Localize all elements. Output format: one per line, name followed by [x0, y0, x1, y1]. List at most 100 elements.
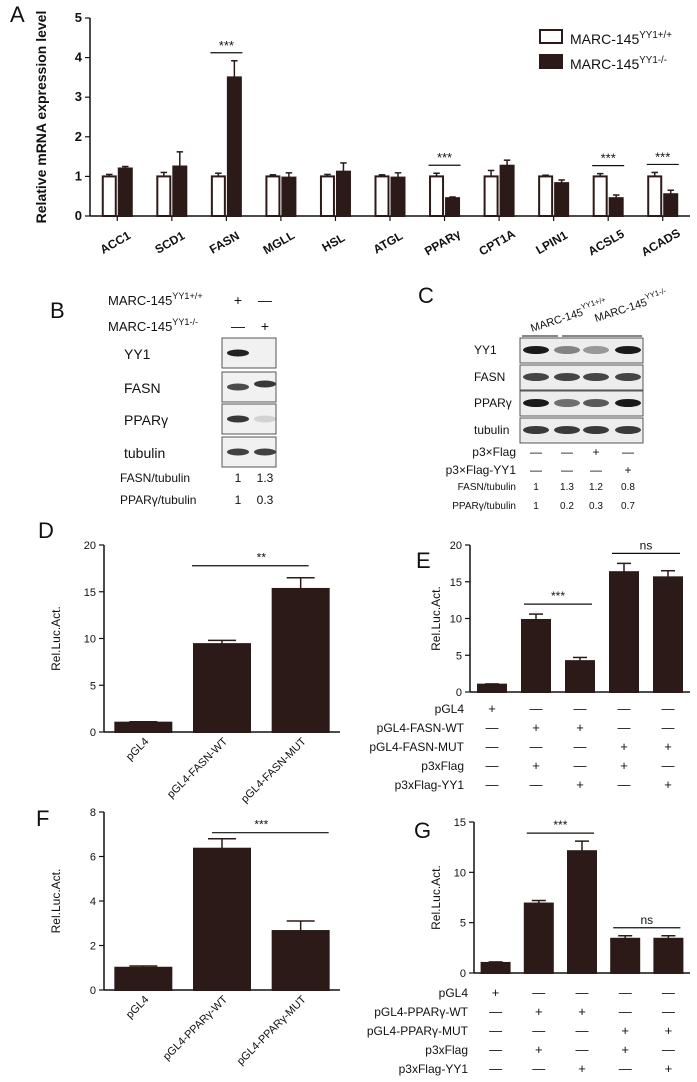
bar-A: [483, 175, 499, 217]
blot-c-row-label: p3×Flag: [472, 445, 516, 459]
blot-c-band: [583, 399, 609, 407]
matrix-mark-G: +: [621, 1042, 629, 1057]
blot-c-band: [583, 426, 609, 434]
matrix-row-label-E: p3xFlag: [421, 759, 464, 773]
blot-c-ratio-label: FASN/tubulin: [458, 482, 516, 493]
matrix-mark-G: —: [532, 1061, 545, 1076]
y-tick-label-A: 5: [75, 10, 82, 25]
y-tick-label-F: 0: [90, 985, 96, 997]
blot-b-ratio-value: 1.3: [257, 471, 274, 485]
x-tick-label-A: ACC1: [98, 228, 134, 257]
matrix-mark-G: —: [532, 1023, 545, 1038]
blot-c-ratio-value: 0.7: [621, 501, 635, 512]
matrix-mark-E: —: [486, 720, 499, 735]
blot-c-ratio-value: 0.3: [589, 501, 603, 512]
matrix-mark-E: +: [620, 739, 628, 754]
blot-b-band-label: PPARγ: [124, 412, 168, 428]
blot-c-band-label: FASN: [474, 370, 505, 384]
y-tick-label-F: 8: [90, 807, 96, 819]
y-tick-label-A: 3: [75, 89, 82, 104]
bar-A: [538, 175, 554, 217]
blot-c-mark: —: [530, 463, 542, 477]
matrix-mark-E: +: [664, 739, 672, 754]
matrix-mark-G: —: [532, 985, 545, 1000]
blot-c-mark: —: [530, 445, 542, 459]
matrix-mark-G: +: [665, 1061, 673, 1076]
panel-label-D: D: [38, 518, 54, 543]
blot-b-band: [227, 349, 249, 357]
matrix-mark-G: —: [576, 1042, 589, 1057]
bar-E: [521, 618, 551, 693]
matrix-mark-G: +: [578, 1004, 586, 1019]
significance-label-E: ns: [640, 538, 653, 552]
bar-G: [480, 961, 511, 975]
bar-A: [101, 175, 117, 217]
matrix-mark-G: —: [489, 1061, 502, 1076]
blot-b-band: [227, 383, 249, 391]
matrix-mark-E: —: [530, 777, 543, 792]
matrix-mark-G: +: [535, 1004, 543, 1019]
matrix-mark-G: —: [489, 1004, 502, 1019]
blot-b-band: [227, 448, 249, 456]
significance-label-F: ***: [254, 818, 268, 832]
blot-b-band: [254, 380, 276, 388]
matrix-mark-E: —: [486, 758, 499, 773]
x-tick-label-A: FASN: [207, 228, 242, 256]
blot-c-mark: —: [561, 445, 573, 459]
matrix-mark-E: +: [576, 777, 584, 792]
x-tick-label-D: pGL4-FASN-MUT: [239, 735, 309, 805]
bar-A: [445, 197, 461, 217]
blot-c-mark: —: [622, 445, 634, 459]
x-tick-label-A: SCD1: [152, 228, 187, 256]
bar-A: [390, 176, 406, 217]
bar-A: [265, 175, 281, 217]
y-axis-label-D: Rel.Luc.Act.: [49, 606, 63, 671]
bar-A: [226, 76, 242, 218]
matrix-mark-G: —: [619, 1004, 632, 1019]
bar-A: [499, 164, 515, 217]
bar-E: [609, 571, 639, 694]
x-tick-label-A: MGLL: [261, 228, 297, 257]
blot-b-mark: +: [234, 292, 242, 308]
y-tick-label-A: 0: [75, 208, 82, 223]
matrix-mark-G: +: [535, 1042, 543, 1057]
bar-A: [429, 175, 445, 217]
y-tick-label-G: 0: [460, 968, 466, 980]
blot-c-band: [523, 373, 549, 381]
significance-label-D: **: [257, 551, 267, 565]
y-tick-label-E: 20: [450, 540, 462, 552]
matrix-mark-E: +: [620, 758, 628, 773]
y-tick-label-A: 1: [75, 168, 82, 183]
bar-E: [653, 576, 683, 694]
significance-label-G: ***: [553, 818, 567, 832]
blot-c-ratio-value: 1.3: [560, 482, 574, 493]
y-tick-label-D: 10: [84, 634, 96, 646]
blot-c-mark: +: [592, 445, 599, 459]
legend-swatch-ko: [539, 54, 563, 69]
matrix-mark-G: +: [578, 1061, 586, 1076]
y-axis-label-G: Rel.Luc.Act.: [429, 865, 443, 930]
y-tick-label-G: 5: [460, 918, 466, 930]
matrix-row-label-G: pGL4-PPARγ-WT: [374, 1005, 468, 1019]
x-tick-label-A: CPT1A: [477, 226, 518, 258]
blot-b-band: [254, 415, 276, 423]
matrix-mark-E: —: [662, 758, 675, 773]
matrix-mark-G: +: [665, 1023, 673, 1038]
blot-c-ratio-value: 0.2: [560, 501, 574, 512]
significance-label-A: ***: [437, 150, 452, 165]
blot-c-band: [583, 346, 609, 354]
matrix-mark-E: +: [576, 720, 584, 735]
blot-c-band: [554, 426, 580, 434]
matrix-mark-G: —: [576, 1023, 589, 1038]
blot-c-band-label: tubulin: [474, 423, 509, 437]
matrix-mark-E: —: [530, 701, 543, 716]
bar-A: [592, 175, 608, 217]
y-tick-label-D: 15: [84, 587, 96, 599]
significance-label-A: ***: [655, 149, 670, 164]
matrix-mark-G: +: [621, 1023, 629, 1038]
bar-A: [554, 182, 570, 218]
y-tick-label-A: 4: [75, 50, 83, 65]
matrix-mark-G: —: [489, 1042, 502, 1057]
bar-F: [193, 847, 251, 992]
blot-c-ratio-label: PPARγ/tubulin: [452, 501, 516, 512]
